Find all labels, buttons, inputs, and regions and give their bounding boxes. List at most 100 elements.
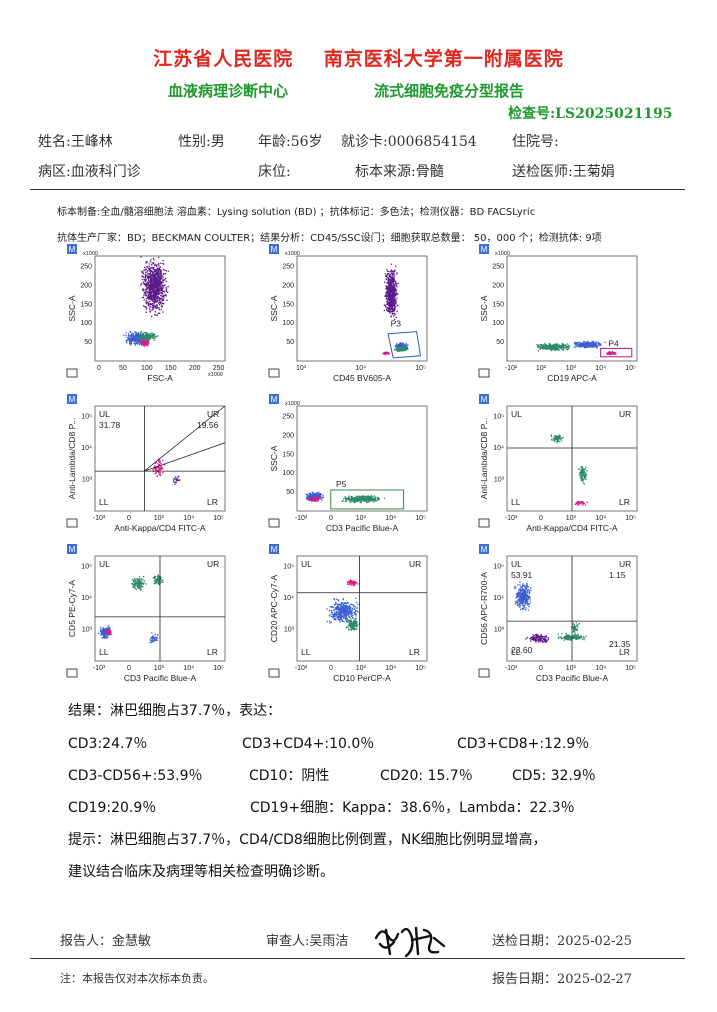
reporter: 报告人：金慧敏 [60, 934, 152, 949]
event-cluster-2 [573, 340, 606, 349]
flow-plot-2: P3 10³ 10⁴ 10⁵ 50 100 150 200 250 x1000 CD45 BV605… [268, 244, 428, 383]
plot-expand-icon[interactable] [268, 368, 280, 378]
plot-menu-icon[interactable]: M [479, 244, 489, 254]
gate-p4[interactable] [600, 347, 633, 358]
quadrant-ll-label: LL [99, 647, 109, 657]
y-axis-label: CD56 APC-R700-A [479, 572, 489, 645]
quadrant-lr-label: LR [207, 497, 218, 507]
y-axis-label: CD5 PE-Cy7-A [67, 580, 77, 637]
x-tick-label: 0 [539, 665, 543, 672]
x-tick-label: -10³ [505, 665, 518, 672]
y-tick-label: 100 [282, 320, 294, 327]
patient-age: 年龄:56岁 [258, 134, 323, 150]
result-cd19: CD19:20.9％ [68, 800, 157, 816]
y-tick-label: 10⁴ [81, 595, 92, 602]
y-axis-label: SSC-A [67, 295, 77, 321]
plot-frame [296, 555, 428, 662]
event-cluster-1 [536, 342, 571, 352]
plot-menu-icon[interactable]: M [269, 394, 279, 404]
y-tick-label: 10⁴ [493, 445, 504, 452]
quadrant-ll-label: LL [511, 497, 521, 507]
x-scale-label: x1000 [208, 372, 223, 378]
quadrant-ll-value: 23.60 [511, 645, 533, 655]
result-cd3-cd8: CD3+CD8+:12.9％ [457, 736, 590, 752]
x-tick-label: 10⁴ [385, 665, 396, 672]
hospital-title: 江苏省人民医院 南京医科大学第一附属医院 [153, 48, 564, 70]
gate-p3[interactable] [387, 331, 422, 359]
quadrant-lr-label: LR [409, 647, 420, 657]
result-cd19-cells: CD19+细胞：Kappa：38.6％，Lambda：22.3％ [250, 800, 575, 816]
y-axis-label: SSC-A [479, 295, 489, 321]
result-cd10: CD10：阴性 [249, 768, 330, 784]
plot-menu-icon[interactable]: M [269, 544, 279, 554]
quadrant-lr-value: 21.35 [609, 639, 631, 649]
x-tick-label: 10⁵ [415, 515, 426, 522]
quadrant-ll-label: LL [511, 647, 521, 657]
flow-plot-3: P4 -10² 10² 10³ 10⁴ 10⁵ 50 100 150 200 250 x1000 CD1… [478, 244, 638, 383]
center-title: 血液病理诊断中心 [168, 82, 289, 100]
event-cluster-1 [550, 434, 564, 443]
y-tick-label: 10⁴ [283, 595, 294, 602]
quadrant-ur-label: UR [207, 559, 219, 569]
flow-plot-6: UL UR LL LR -10³ 0 10³ 10⁴ 10⁵ 10³ 10⁴ 10⁵ Anti-Kapp… [478, 394, 638, 533]
plot-frame [296, 255, 428, 362]
plot-expand-icon[interactable] [478, 518, 490, 528]
inpatient-number: 住院号: [512, 134, 559, 150]
patient-bed: 床位: [258, 164, 291, 180]
x-tick-label: 0 [127, 515, 131, 522]
y-tick-label: 250 [282, 414, 294, 421]
y-tick-label: 150 [282, 301, 294, 308]
report-type-title: 流式细胞免疫分型报告 [374, 82, 525, 100]
x-axis-label: CD19 APC-A [547, 373, 597, 383]
y-tick-label: 250 [282, 264, 294, 271]
result-hint-2: 建议结合临床及病理等相关检查明确诊断。 [68, 864, 334, 880]
plot-menu-icon[interactable]: M [479, 544, 489, 554]
y-tick-label: 10³ [494, 477, 505, 484]
event-cluster-2 [578, 465, 588, 485]
x-tick-label: 10⁴ [595, 365, 606, 372]
plot-menu-icon[interactable]: M [269, 244, 279, 254]
y-tick-label: 200 [80, 282, 92, 289]
y-tick-label: 200 [282, 432, 294, 439]
gate-label: P4 [608, 338, 619, 348]
plot-expand-icon[interactable] [268, 518, 280, 528]
plot-expand-icon[interactable] [66, 668, 78, 678]
quadrant-ul-label: UL [301, 559, 312, 569]
plot-expand-icon[interactable] [66, 368, 78, 378]
method-line-1: 标本制备:全血/髓溶细胞法 溶血素：Lysing solution (BD) ；… [57, 207, 536, 218]
x-axis-label: Anti-Kappa/CD4 FITC-A [114, 523, 205, 533]
plot-expand-icon[interactable] [478, 368, 490, 378]
y-tick-label: 10³ [82, 627, 93, 634]
method-line-2: 抗体生产厂家：BD；BECKMAN COULTER；结果分析：CD45/SSC设… [57, 233, 602, 244]
y-tick-label: 200 [282, 282, 294, 289]
y-tick-label: 10³ [494, 627, 505, 634]
event-cluster-2 [326, 597, 359, 624]
plot-menu-icon[interactable]: M [67, 244, 77, 254]
event-cluster-1 [131, 575, 147, 591]
x-tick-label: 10³ [154, 515, 165, 522]
plot-menu-icon[interactable]: M [479, 394, 489, 404]
x-axis-label: CD3 Pacific Blue-A [124, 673, 197, 683]
plot-menu-icon[interactable]: M [67, 544, 77, 554]
event-cluster-3 [606, 350, 617, 356]
plot-menu-icon[interactable]: M [67, 394, 77, 404]
plot-expand-icon[interactable] [268, 668, 280, 678]
header-divider [30, 189, 685, 190]
reviewer-signature [374, 926, 446, 958]
x-axis-label: Anti-Kappa/CD4 FITC-A [526, 523, 617, 533]
x-tick-label: 10⁵ [415, 665, 426, 672]
footer-divider [30, 958, 685, 959]
footer-note: 注：本报告仅对本次标本负责。 [60, 972, 214, 985]
x-tick-label: -10³ [505, 515, 518, 522]
event-cluster-1 [383, 263, 399, 321]
svg-text:M: M [481, 245, 488, 254]
plot-expand-icon[interactable] [66, 518, 78, 528]
quadrant-ur-value: 19.56 [197, 420, 219, 430]
gate-p5[interactable] [330, 489, 405, 510]
y-tick-label: 10³ [82, 477, 93, 484]
result-cd3-cd4: CD3+CD4+:10.0％ [242, 736, 375, 752]
event-cluster-4 [571, 622, 580, 635]
quadrant-lr-label: LR [619, 647, 630, 657]
gate-label: P3 [391, 318, 402, 328]
plot-expand-icon[interactable] [478, 668, 490, 678]
